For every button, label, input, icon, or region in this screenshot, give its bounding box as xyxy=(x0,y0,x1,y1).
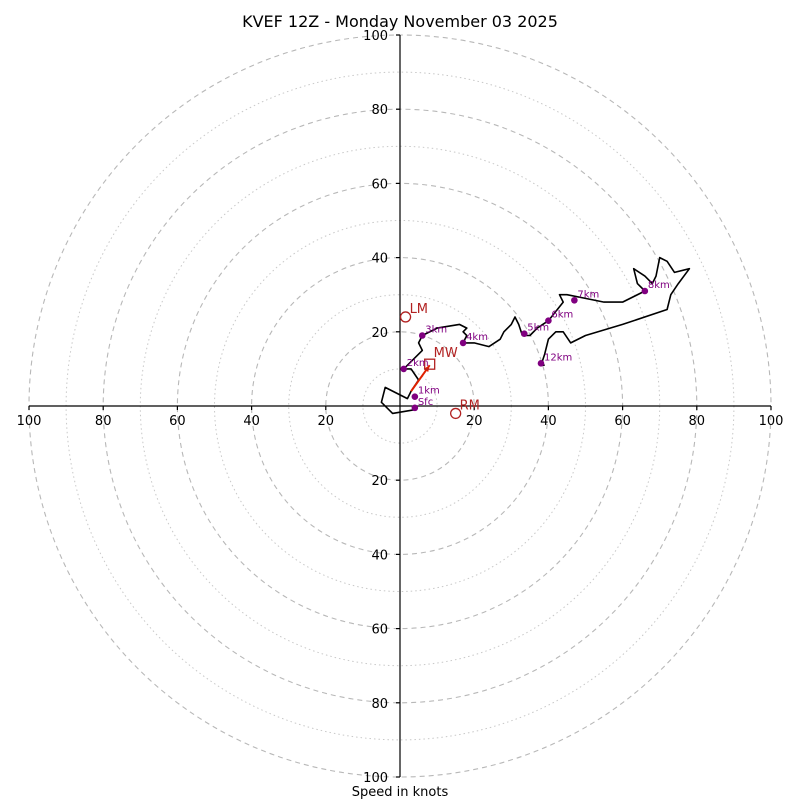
x-axis-label: Speed in knots xyxy=(352,785,449,800)
height-3km-label: 3km xyxy=(425,325,447,336)
height-4km-dot xyxy=(459,339,467,347)
storm-motion-mw-marker xyxy=(424,358,436,370)
height-8km-label: 8km xyxy=(648,280,670,291)
height-6km-label: 6km xyxy=(551,310,573,321)
height-1km-dot xyxy=(411,393,419,401)
height-2km-label: 2km xyxy=(407,358,429,369)
y-tick-label: 100 xyxy=(363,29,388,44)
height-1km-label: 1km xyxy=(418,386,440,397)
height-5km-label: 5km xyxy=(527,323,549,334)
x-tick-label: 60 xyxy=(614,414,631,429)
y-tick-label: 40 xyxy=(371,252,388,267)
height-sfc-label: Sfc xyxy=(418,397,433,408)
y-tick-label: 80 xyxy=(371,697,388,712)
x-tick-label: 80 xyxy=(689,414,706,429)
x-tick-label: 40 xyxy=(540,414,557,429)
y-tick-label: 60 xyxy=(371,177,388,192)
height-12km-dot xyxy=(537,360,545,367)
storm-motion-rm-label: RM xyxy=(460,398,480,413)
storm-motion-lm-label: LM xyxy=(410,302,428,317)
height-3km-dot xyxy=(418,332,426,339)
x-tick-label: 100 xyxy=(759,414,784,429)
height-6km-dot xyxy=(545,317,552,324)
y-tick-label: 100 xyxy=(363,771,388,786)
x-tick-label: 100 xyxy=(17,414,42,429)
y-tick-label: 80 xyxy=(371,103,388,118)
height-sfc-dot xyxy=(411,404,419,412)
storm-motion-mw-label: MW xyxy=(434,346,458,361)
y-tick-label: 20 xyxy=(371,474,388,489)
x-tick-label: 20 xyxy=(318,414,335,429)
y-tick-label: 40 xyxy=(371,548,388,563)
height-5km-dot xyxy=(520,330,528,337)
height-4km-label: 4km xyxy=(466,332,488,343)
height-2km-dot xyxy=(400,365,408,373)
tick-labels: 100 100 80 80 60 60 40 40 20 20 20 20 40 40 60 60 80 80 10… xyxy=(17,29,784,786)
storm-motion-lm-marker xyxy=(399,311,412,323)
x-tick-label: 20 xyxy=(466,414,483,429)
y-tick-label: 60 xyxy=(371,623,388,638)
storm-motion-layer: LM RM MW xyxy=(399,302,480,420)
height-12km-label: 12km xyxy=(544,352,572,363)
height-8km-dot xyxy=(641,287,649,295)
chart-axes xyxy=(29,35,771,777)
x-tick-label: 80 xyxy=(95,414,112,429)
chart-title: KVEF 12Z - Monday November 03 2025 xyxy=(242,12,558,31)
storm-motion-rm-marker xyxy=(449,407,462,420)
y-tick-label: 20 xyxy=(371,326,388,341)
height-7km-label: 7km xyxy=(577,289,599,300)
x-tick-label: 40 xyxy=(243,414,260,429)
x-tick-label: 60 xyxy=(169,414,186,429)
height-7km-dot xyxy=(571,296,578,304)
